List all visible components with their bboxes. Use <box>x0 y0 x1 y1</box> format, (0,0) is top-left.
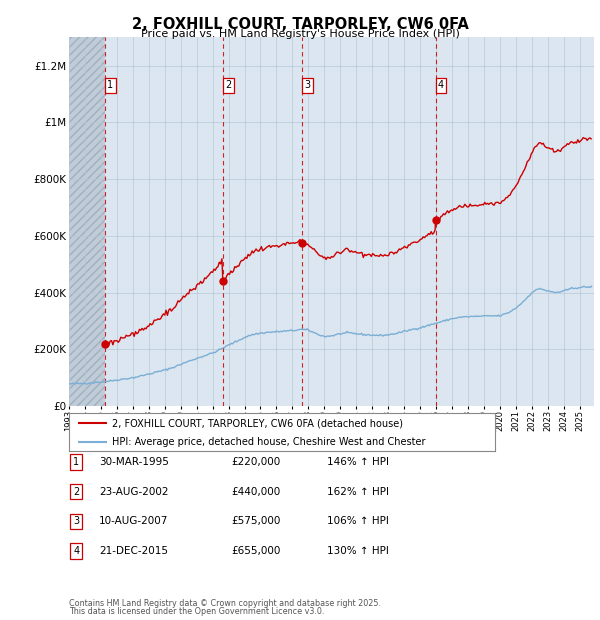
Text: 21-DEC-2015: 21-DEC-2015 <box>99 546 168 556</box>
Text: £655,000: £655,000 <box>231 546 280 556</box>
Text: 2: 2 <box>73 487 79 497</box>
Text: 4: 4 <box>73 546 79 556</box>
Text: Contains HM Land Registry data © Crown copyright and database right 2025.: Contains HM Land Registry data © Crown c… <box>69 598 381 608</box>
Text: 3: 3 <box>73 516 79 526</box>
Text: Price paid vs. HM Land Registry's House Price Index (HPI): Price paid vs. HM Land Registry's House … <box>140 29 460 39</box>
Text: 106% ↑ HPI: 106% ↑ HPI <box>327 516 389 526</box>
Text: 30-MAR-1995: 30-MAR-1995 <box>99 457 169 467</box>
Text: This data is licensed under the Open Government Licence v3.0.: This data is licensed under the Open Gov… <box>69 607 325 616</box>
Text: 1: 1 <box>107 80 113 90</box>
Text: 3: 3 <box>305 80 311 90</box>
Text: 10-AUG-2007: 10-AUG-2007 <box>99 516 169 526</box>
Text: 130% ↑ HPI: 130% ↑ HPI <box>327 546 389 556</box>
Text: 1: 1 <box>73 457 79 467</box>
Text: £575,000: £575,000 <box>231 516 280 526</box>
Text: HPI: Average price, detached house, Cheshire West and Chester: HPI: Average price, detached house, Ches… <box>112 436 425 447</box>
Text: 162% ↑ HPI: 162% ↑ HPI <box>327 487 389 497</box>
Text: 4: 4 <box>438 80 444 90</box>
Bar <box>69 37 105 406</box>
Text: 2: 2 <box>225 80 232 90</box>
Text: 23-AUG-2002: 23-AUG-2002 <box>99 487 169 497</box>
Text: 2, FOXHILL COURT, TARPORLEY, CW6 0FA (detached house): 2, FOXHILL COURT, TARPORLEY, CW6 0FA (de… <box>112 418 403 428</box>
Text: 146% ↑ HPI: 146% ↑ HPI <box>327 457 389 467</box>
Text: £220,000: £220,000 <box>231 457 280 467</box>
Text: 2, FOXHILL COURT, TARPORLEY, CW6 0FA: 2, FOXHILL COURT, TARPORLEY, CW6 0FA <box>131 17 469 32</box>
Text: £440,000: £440,000 <box>231 487 280 497</box>
